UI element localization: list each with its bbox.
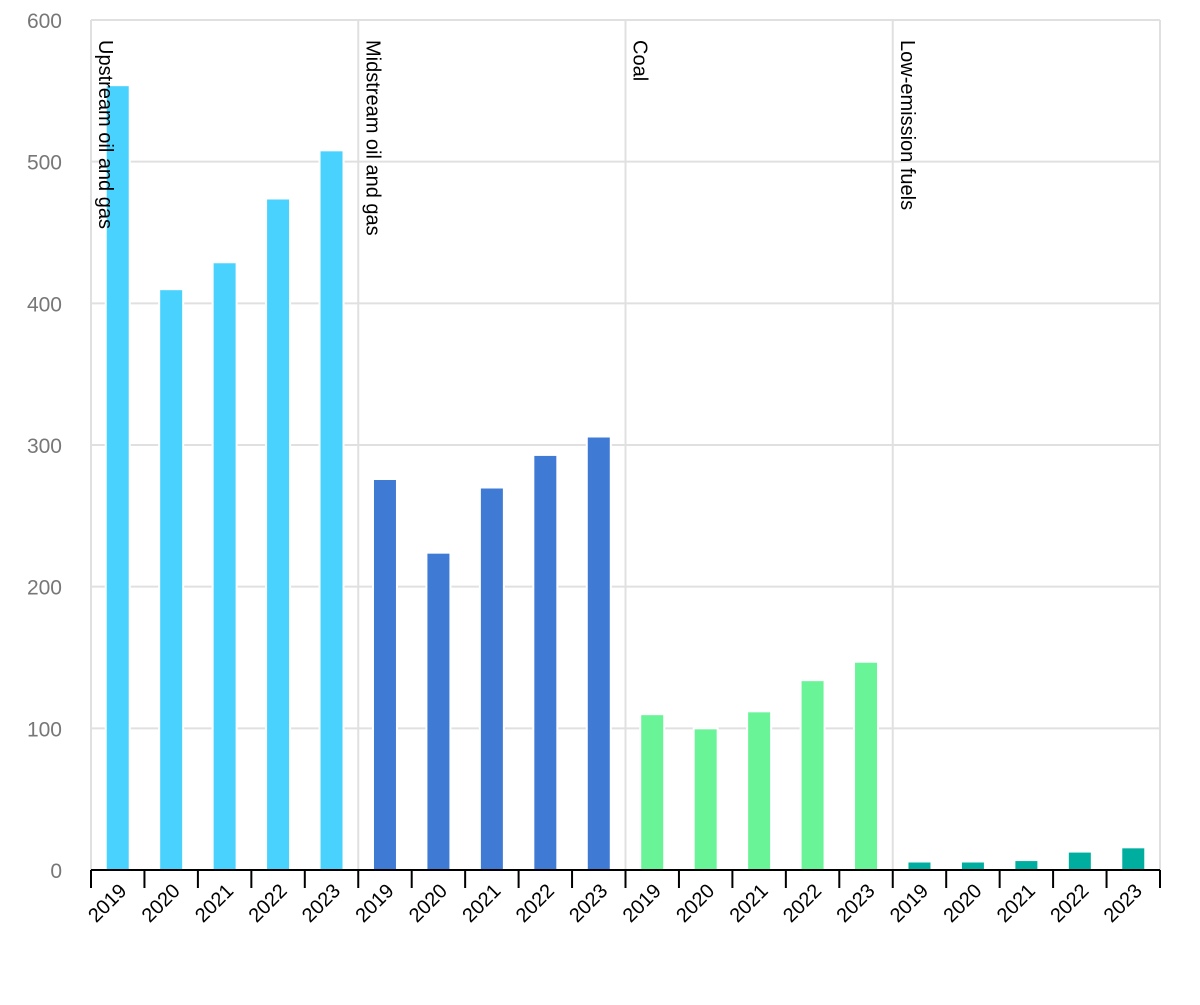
bar (746, 710, 773, 871)
bar (959, 860, 986, 871)
y-tick-label: 400 (27, 293, 62, 316)
group-label: Midstream oil and gas (361, 40, 383, 236)
bar (104, 84, 131, 871)
bar (211, 261, 238, 871)
y-tick-label: 200 (27, 577, 62, 600)
bar (853, 660, 880, 871)
group-label: Coal (629, 40, 651, 81)
group-label: Low-emission fuels (896, 40, 918, 210)
bar (318, 149, 345, 872)
y-tick-label: 600 (27, 10, 62, 33)
bar (532, 453, 559, 871)
bar (1066, 850, 1093, 871)
y-tick-label: 0 (50, 860, 62, 883)
bar (478, 486, 505, 871)
bar (906, 860, 933, 871)
bar (265, 197, 292, 871)
y-tick-label: 100 (27, 718, 62, 741)
bar (639, 713, 666, 872)
y-tick-label: 500 (27, 152, 62, 175)
bar (585, 435, 612, 871)
bar (158, 288, 185, 871)
y-tick-label: 300 (27, 435, 62, 458)
group-label: Upstream oil and gas (94, 40, 116, 229)
bar (692, 727, 719, 871)
bar (1013, 859, 1040, 871)
bar (425, 551, 452, 872)
bar (799, 679, 826, 872)
bar (1120, 846, 1147, 871)
bar (371, 478, 398, 871)
